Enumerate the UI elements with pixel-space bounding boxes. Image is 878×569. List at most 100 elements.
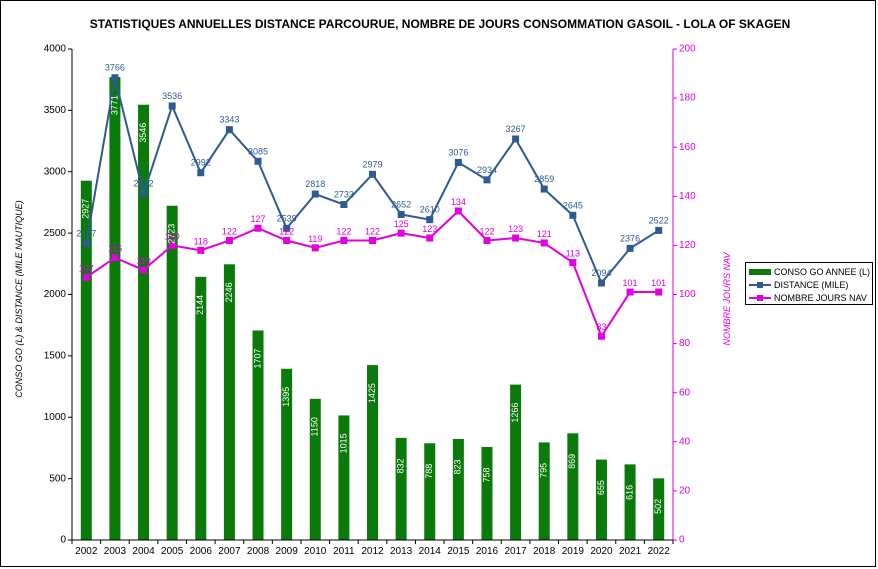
point-label: 113: [566, 249, 580, 259]
point-label: 2992: [191, 158, 211, 168]
y-left-tick-label: 2500: [44, 228, 67, 239]
bar: [567, 433, 579, 540]
bar-value-label: 655: [596, 480, 606, 495]
legend-item-conso: CONSO GO ANNEE (L): [749, 266, 870, 277]
series-point: [82, 239, 90, 247]
point-label: 2859: [534, 174, 554, 184]
bar-value-label: 616: [624, 485, 634, 500]
series-point: [311, 190, 319, 198]
series-point: [454, 158, 462, 166]
series-point: [283, 236, 291, 244]
bar-value-label: 2927: [81, 199, 91, 219]
y-left-tick-label: 0: [60, 535, 66, 546]
series-point: [655, 226, 663, 234]
point-label: 125: [394, 219, 409, 229]
bar-value-label: 823: [453, 459, 463, 474]
bar-value-label: 3771: [109, 95, 119, 115]
series-point: [340, 201, 348, 209]
legend-item-distance: DISTANCE (MILE): [749, 279, 848, 290]
legend-label-days: NOMBRE JOURS NAV: [774, 292, 867, 303]
bar: [252, 330, 264, 540]
series-point: [369, 170, 376, 178]
point-label: 110: [136, 256, 150, 266]
labels-group: 2927377135462723214422461707139511501015…: [76, 63, 668, 514]
point-label: 2979: [362, 159, 382, 169]
bar: [538, 442, 550, 540]
x-tick-label: 2005: [161, 546, 184, 557]
series-point: [626, 244, 634, 252]
bar-value-label: 1707: [252, 348, 262, 368]
legend-label-distance: DISTANCE (MILE): [774, 279, 849, 290]
series-point: [111, 254, 119, 262]
bar-value-label: 832: [395, 458, 405, 473]
x-tick-label: 2006: [190, 546, 213, 557]
axes-group: 0 500 1000 1500 2000 2500 3000 3500 4000 0 20 40 60 8…: [44, 44, 696, 557]
y-right-tick-label: 20: [679, 486, 691, 497]
x-tick-label: 2012: [361, 546, 384, 557]
series-point: [426, 216, 434, 224]
point-label: 123: [508, 224, 523, 234]
bar-value-label: 1015: [338, 433, 348, 453]
y-right-tick-label: 180: [679, 93, 696, 104]
x-tick-label: 2018: [533, 546, 556, 557]
point-label: 3343: [219, 115, 239, 125]
series-point: [168, 102, 176, 110]
series-point: [454, 207, 462, 215]
x-tick-label: 2022: [648, 546, 671, 557]
bar-value-label: 1266: [510, 403, 520, 423]
x-tick-label: 2021: [619, 546, 642, 557]
point-label: 120: [165, 231, 180, 241]
legend-swatch-distance: [749, 280, 771, 290]
x-tick-label: 2003: [104, 546, 127, 557]
point-label: 3085: [248, 146, 268, 156]
bar: [166, 205, 178, 540]
bar: [309, 398, 321, 540]
point-label: 2733: [334, 190, 354, 200]
point-label: 83: [596, 322, 606, 332]
lines-group: [82, 74, 663, 340]
point-label: 2645: [563, 200, 583, 210]
bar-value-label: 758: [481, 467, 491, 482]
bar-value-label: 869: [567, 454, 577, 469]
series-point: [626, 288, 634, 296]
y-right-tick-label: 0: [679, 535, 685, 546]
point-label: 121: [537, 229, 552, 239]
point-label: 2822: [134, 179, 154, 189]
bar-value-label: 788: [424, 464, 434, 479]
series-point: [655, 288, 663, 296]
y-right-tick-label: 200: [679, 44, 696, 55]
series-point: [569, 259, 577, 267]
x-tick-label: 2020: [590, 546, 613, 557]
point-label: 3536: [162, 91, 182, 101]
bar: [510, 384, 522, 540]
x-tick-label: 2019: [562, 546, 585, 557]
point-label: 115: [108, 244, 122, 254]
series-point: [597, 279, 605, 287]
point-label: 2818: [305, 179, 325, 189]
bars-group: [80, 77, 665, 541]
x-tick-label: 2016: [476, 546, 499, 557]
bar: [109, 77, 121, 541]
bar-value-label: 795: [539, 463, 549, 478]
series-point: [483, 176, 491, 184]
series-point: [168, 241, 176, 249]
x-tick-label: 2015: [447, 546, 470, 557]
x-tick-label: 2011: [333, 546, 355, 557]
point-label: 123: [422, 224, 437, 234]
point-label: 2652: [391, 199, 411, 209]
point-label: 2376: [620, 233, 640, 243]
bar-value-label: 502: [653, 499, 663, 514]
bar: [452, 438, 464, 540]
legend-swatch-days: [749, 293, 771, 303]
y-right-tick-label: 160: [679, 142, 696, 153]
bar-value-label: 1150: [310, 417, 320, 436]
bar-value-label: 1425: [367, 383, 377, 403]
series-point: [197, 246, 205, 254]
x-tick-label: 2009: [276, 546, 299, 557]
point-label: 122: [222, 226, 237, 236]
point-label: 3766: [105, 63, 125, 73]
series-point: [283, 224, 291, 232]
y-left-tick-label: 3000: [44, 166, 67, 177]
